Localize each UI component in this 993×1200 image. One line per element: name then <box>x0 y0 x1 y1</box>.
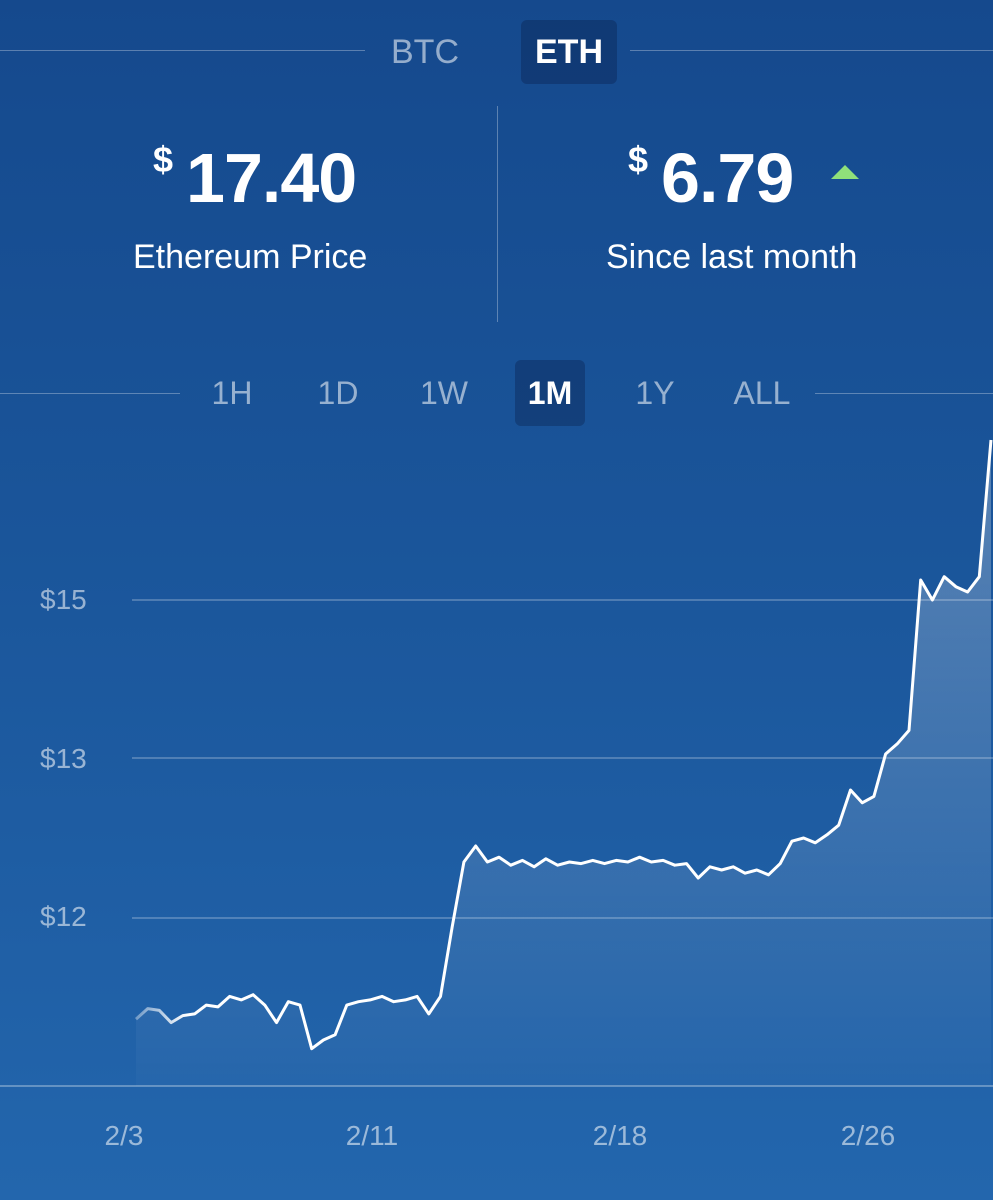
range-tabs-rule-right <box>815 393 993 394</box>
change-value: $6.79 <box>628 138 794 218</box>
change-amount: 6.79 <box>661 139 794 217</box>
coin-tabs-rule-right <box>630 50 993 51</box>
x-tick-label-2-18: 2/18 <box>592 1120 648 1151</box>
y-tick-label-12: $12 <box>40 901 87 932</box>
price-amount: 17.40 <box>186 139 357 217</box>
price-area <box>136 440 991 1086</box>
ethereum-price-value: $17.40 <box>153 138 357 218</box>
price-currency-symbol: $ <box>153 139 173 180</box>
tab-eth[interactable]: ETH <box>521 20 617 84</box>
x-tick-label-2-11: 2/11 <box>345 1120 399 1151</box>
x-tick-label-2-3: 2/3 <box>104 1120 144 1151</box>
range-tab-1m[interactable]: 1M <box>515 360 585 426</box>
change-currency-symbol: $ <box>628 139 648 180</box>
range-tabs-rule-left <box>0 393 180 394</box>
change-label: Since last month <box>606 238 858 276</box>
range-tab-1w[interactable]: 1W <box>420 375 468 411</box>
y-tick-label-13: $13 <box>40 743 87 774</box>
range-tab-1y[interactable]: 1Y <box>635 375 675 411</box>
range-tab-all[interactable]: ALL <box>733 375 791 411</box>
tab-btc[interactable]: BTC <box>391 33 459 71</box>
x-tick-label-2-26: 2/26 <box>840 1120 896 1151</box>
trend-up-icon <box>831 165 859 179</box>
coin-tabs-rule-left <box>0 50 365 51</box>
price-line <box>134 439 993 1051</box>
stats-divider <box>497 106 498 322</box>
y-tick-label-15: $15 <box>40 584 87 615</box>
range-tab-1d[interactable]: 1D <box>317 375 359 411</box>
ethereum-price-label: Ethereum Price <box>133 238 368 276</box>
range-tab-1h[interactable]: 1H <box>211 375 253 411</box>
